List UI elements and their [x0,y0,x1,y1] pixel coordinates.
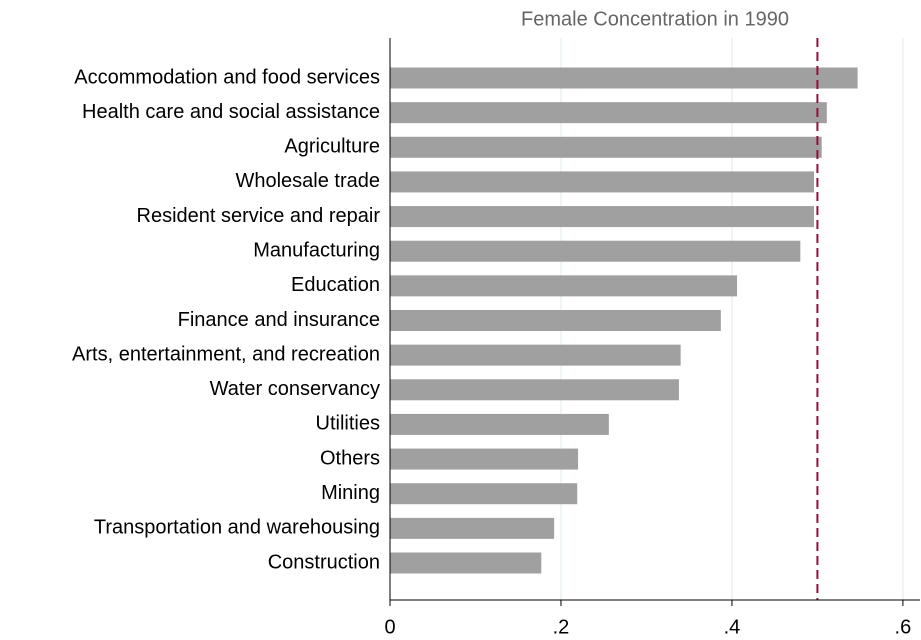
bar [390,136,822,158]
bar [390,171,814,193]
bar [390,240,801,262]
y-tick-label: Agriculture [284,136,380,158]
chart-title: Female Concentration in 1990 [521,8,789,30]
bar [390,448,579,470]
y-tick-label: Water conservancy [210,378,380,400]
y-tick-label: Finance and insurance [178,309,380,331]
bar [390,275,738,297]
y-tick-label: Transportation and warehousing [94,517,380,539]
y-tick-label: Accommodation and food services [74,66,380,88]
bar [390,102,827,124]
bar [390,67,858,89]
y-tick-label: Wholesale trade [235,170,380,192]
y-tick-label: Resident service and repair [137,205,381,227]
bar [390,379,679,401]
bar [390,552,542,574]
bar [390,310,721,331]
y-tick-label: Construction [268,551,380,573]
bar [390,206,814,228]
y-tick-label: Utilities [316,413,380,435]
bar [390,413,609,435]
bar [390,483,578,505]
y-tick-label: Others [320,447,380,469]
x-tick-label: .4 [724,616,741,638]
y-tick-label: Education [291,274,380,296]
y-tick-label: Manufacturing [253,239,380,261]
bar [390,344,681,366]
x-tick-label: .6 [895,616,912,638]
y-tick-label: Arts, entertainment, and recreation [72,343,380,365]
x-tick-label: .2 [553,616,570,638]
x-tick-label: 0 [384,616,395,638]
y-tick-label: Mining [321,482,380,504]
bar [390,517,555,539]
y-tick-label: Health care and social assistance [82,101,380,123]
